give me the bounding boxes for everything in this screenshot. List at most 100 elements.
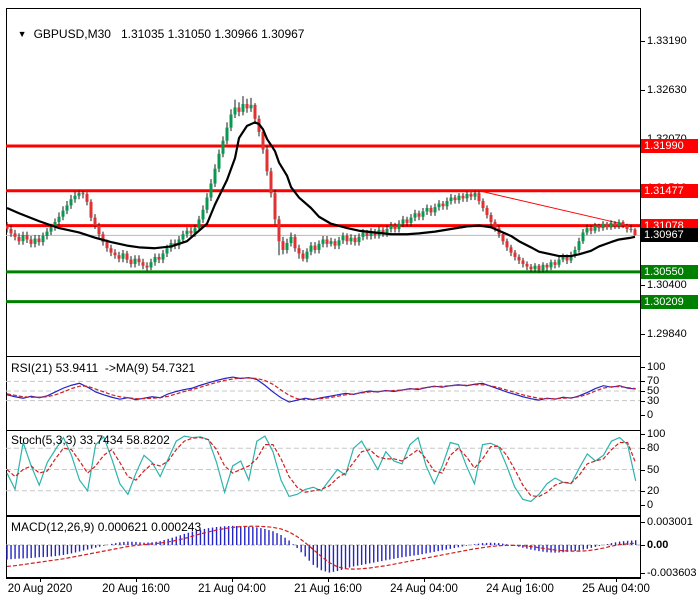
indicator-tick-label: 100: [647, 361, 666, 373]
price-badge-resistance: 1.31990: [641, 138, 698, 153]
bull-candle: [361, 232, 365, 237]
macd-panel[interactable]: [6, 517, 640, 577]
bull-candle: [233, 107, 237, 115]
bull-candle: [557, 259, 561, 265]
bear-candle: [589, 228, 593, 231]
bull-candle: [409, 217, 413, 223]
bull-candle: [41, 235, 45, 243]
stochastic-line-1: [6, 436, 637, 498]
macd-tick-label: 0.00: [647, 539, 669, 551]
bull-candle: [65, 205, 69, 211]
bull-candle: [209, 183, 213, 198]
bull-candle: [153, 256, 157, 263]
bear-candle: [505, 241, 509, 248]
bull-candle: [133, 258, 137, 264]
bull-candle: [329, 241, 333, 244]
bear-candle: [501, 234, 505, 242]
bear-candle: [101, 234, 105, 243]
macd-tick-label: 0.003001: [647, 516, 693, 528]
bear-candle: [509, 247, 513, 253]
time-tick-mark: [328, 578, 329, 582]
time-tick-label: 25 Aug 04:00: [582, 583, 650, 595]
bear-candle: [481, 201, 485, 209]
price-chart-panel[interactable]: [6, 8, 640, 356]
bull-candle: [229, 114, 233, 128]
price-tick-mark: [640, 284, 645, 286]
descending-trendline[interactable]: [478, 190, 628, 226]
indicator-tick-mark: [640, 415, 645, 416]
bull-candle: [569, 255, 573, 261]
bear-candle: [521, 260, 525, 264]
bear-candle: [17, 236, 21, 242]
bear-candle: [469, 194, 473, 197]
bull-candle: [601, 223, 605, 229]
bull-candle: [581, 232, 585, 242]
time-tick-label: 24 Aug 16:00: [486, 583, 554, 595]
panel-divider: [6, 515, 641, 517]
bear-candle: [529, 266, 533, 270]
indicator-tick-mark: [640, 391, 645, 392]
rsi-header: RSI(21) 53.9411 ->MA(9) 54.7321: [11, 361, 196, 375]
chart-title: ▼ GBPUSD,M30 1.31035 1.31050 1.30966 1.309…: [11, 13, 305, 41]
bear-candle: [113, 252, 117, 256]
bear-candle: [29, 239, 33, 244]
macd-tick-mark: [640, 522, 645, 523]
bull-candle: [165, 248, 169, 254]
price-badge-support: 1.30550: [641, 264, 698, 279]
price-badge-current: 1.30967: [641, 228, 698, 243]
bear-candle: [545, 264, 549, 268]
bear-candle: [333, 241, 337, 246]
bear-candle: [9, 228, 13, 234]
bear-candle: [245, 103, 249, 109]
bear-candle: [89, 201, 93, 218]
bear-candle: [453, 197, 457, 201]
bear-candle: [125, 253, 129, 260]
bear-candle: [537, 265, 541, 271]
bear-candle: [597, 225, 601, 229]
indicator-tick-mark: [640, 469, 645, 471]
price-tick-label: 1.30400: [647, 278, 687, 291]
chart-dropdown-icon[interactable]: ▼: [17, 29, 27, 39]
bull-candle: [549, 262, 553, 268]
bear-candle: [137, 258, 141, 263]
rsi-panel[interactable]: [6, 357, 640, 430]
bull-candle: [425, 208, 429, 212]
moving-average-line[interactable]: [6, 121, 636, 258]
rsi-line-1: [6, 377, 636, 401]
time-tick-mark: [40, 578, 41, 582]
bull-candle: [349, 237, 353, 242]
bull-candle: [337, 240, 341, 246]
bull-candle: [193, 228, 197, 234]
indicator-tick-mark: [640, 400, 645, 402]
bear-candle: [277, 219, 281, 242]
macd-header: MACD(12,26,9) 0.000621 0.000243: [11, 520, 202, 534]
bull-candle: [341, 235, 345, 241]
price-tick-mark: [640, 333, 645, 335]
indicator-tick-label: 50: [647, 463, 660, 476]
bear-candle: [237, 107, 241, 112]
chart-symbol-period: GBPUSD,M30: [33, 27, 111, 41]
bear-candle: [345, 235, 349, 242]
stochastic-panel[interactable]: [6, 430, 640, 515]
bull-candle: [77, 193, 81, 196]
macd-tick-label: -0.003603: [647, 566, 697, 579]
bull-candle: [457, 195, 461, 201]
bull-candle: [401, 219, 405, 224]
bear-candle: [429, 208, 433, 213]
bear-candle: [269, 171, 273, 194]
bear-candle: [625, 225, 629, 229]
bear-candle: [525, 263, 529, 267]
bear-candle: [265, 149, 269, 172]
bear-candle: [157, 256, 161, 260]
stoch-header: Stoch(5,3,3) 33.7434 58.8202: [11, 433, 170, 447]
time-tick-label: 21 Aug 04:00: [198, 583, 266, 595]
bull-candle: [221, 140, 225, 154]
bull-candle: [49, 227, 53, 232]
bull-candle: [445, 201, 449, 207]
price-badge-resistance: 1.31477: [641, 183, 698, 198]
bear-candle: [301, 253, 305, 259]
bear-candle: [393, 225, 397, 229]
bear-candle: [553, 262, 557, 265]
price-badge-support: 1.30209: [641, 294, 698, 309]
